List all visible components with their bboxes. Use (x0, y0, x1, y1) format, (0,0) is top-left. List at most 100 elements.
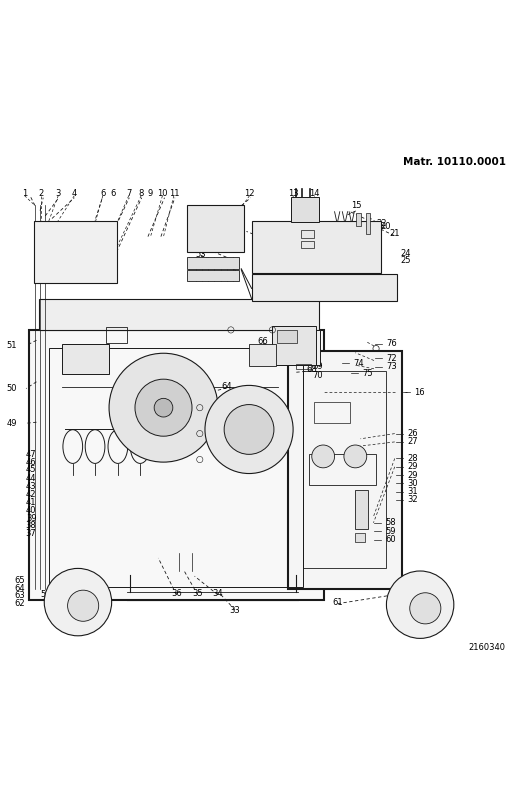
Bar (301, 230, 314, 237)
Text: 38: 38 (26, 522, 37, 530)
Text: 15: 15 (351, 201, 362, 210)
Text: 64: 64 (14, 584, 25, 592)
Text: 43: 43 (26, 482, 37, 491)
Bar (290, 197, 319, 222)
Text: 6: 6 (100, 189, 105, 198)
Text: 45: 45 (26, 465, 37, 474)
Circle shape (224, 405, 274, 454)
Text: 72: 72 (386, 354, 397, 363)
Text: 23: 23 (370, 226, 380, 235)
Text: 76: 76 (386, 340, 397, 349)
Text: 8: 8 (138, 189, 144, 198)
Text: 3: 3 (56, 189, 61, 198)
Text: 25: 25 (401, 256, 411, 265)
Circle shape (205, 386, 293, 473)
Text: 41: 41 (26, 498, 37, 507)
Text: 9: 9 (147, 189, 152, 198)
Bar (39, 299, 319, 330)
Text: 10: 10 (157, 189, 168, 198)
Bar (249, 345, 276, 366)
Circle shape (386, 571, 454, 638)
Text: 70: 70 (312, 370, 323, 379)
Bar (276, 330, 320, 365)
Text: 54: 54 (40, 590, 50, 599)
Text: 58: 58 (385, 518, 396, 527)
Text: 2: 2 (38, 189, 43, 198)
Circle shape (154, 398, 173, 417)
Text: 42: 42 (26, 490, 37, 499)
Text: 27: 27 (407, 437, 418, 447)
Text: 69: 69 (312, 361, 323, 371)
Circle shape (68, 590, 99, 621)
Bar (288, 351, 402, 589)
Text: 36: 36 (171, 588, 182, 598)
Bar (62, 344, 109, 374)
Text: 28: 28 (407, 454, 418, 463)
Text: 17: 17 (270, 239, 280, 248)
Text: 39: 39 (26, 514, 37, 522)
Text: 26: 26 (407, 429, 418, 438)
Text: 59: 59 (385, 526, 396, 535)
Bar (309, 454, 376, 485)
Text: 68: 68 (306, 365, 316, 374)
Circle shape (296, 369, 299, 373)
Bar (368, 514, 402, 527)
Text: 18: 18 (333, 238, 344, 247)
Text: 50: 50 (7, 384, 17, 393)
Text: 11: 11 (169, 189, 179, 198)
Text: 60: 60 (385, 535, 396, 544)
Text: 62: 62 (14, 599, 25, 608)
Circle shape (309, 468, 324, 482)
Text: 21: 21 (389, 229, 399, 238)
Text: 66: 66 (258, 337, 268, 346)
Text: 34: 34 (213, 588, 223, 598)
Text: Matr. 10110.0001: Matr. 10110.0001 (402, 157, 506, 167)
Text: 19: 19 (321, 229, 332, 238)
Text: 29: 29 (407, 462, 418, 471)
Text: 24: 24 (401, 249, 411, 258)
Text: 61: 61 (332, 597, 343, 607)
Text: 7: 7 (126, 189, 132, 198)
Bar (272, 326, 316, 365)
Circle shape (300, 369, 303, 373)
Text: 2160340: 2160340 (468, 643, 506, 652)
Bar (356, 213, 361, 226)
Text: 47: 47 (26, 450, 37, 459)
Bar (277, 330, 297, 343)
Bar (303, 371, 386, 568)
Text: 33: 33 (230, 606, 241, 615)
Text: 20: 20 (380, 221, 390, 231)
Text: 53: 53 (195, 250, 206, 258)
Bar (314, 402, 350, 423)
Text: 55: 55 (233, 390, 244, 399)
Text: 73: 73 (386, 362, 397, 371)
Bar (355, 533, 365, 543)
Text: 13: 13 (288, 189, 299, 198)
Circle shape (44, 568, 112, 636)
Circle shape (410, 592, 441, 624)
Text: 56: 56 (233, 399, 244, 408)
Text: 37: 37 (26, 529, 37, 539)
Bar (106, 328, 127, 343)
Text: 52: 52 (196, 242, 207, 250)
Circle shape (344, 445, 367, 468)
Text: 14: 14 (309, 189, 319, 198)
Bar (252, 221, 381, 273)
Text: 44: 44 (26, 473, 37, 483)
Text: 75: 75 (362, 369, 373, 378)
Text: 67: 67 (258, 345, 268, 355)
Text: 32: 32 (407, 495, 418, 505)
Text: 6: 6 (111, 189, 116, 198)
Bar (187, 205, 244, 252)
Text: 31: 31 (407, 487, 418, 496)
Bar (187, 258, 238, 269)
Bar (252, 275, 397, 301)
Text: 12: 12 (244, 189, 255, 198)
Text: 29: 29 (407, 471, 418, 480)
Bar (34, 221, 117, 283)
Text: 30: 30 (407, 479, 418, 488)
Text: 4: 4 (72, 189, 77, 198)
Circle shape (304, 369, 307, 373)
Text: 57: 57 (281, 424, 292, 433)
Bar (355, 490, 368, 529)
